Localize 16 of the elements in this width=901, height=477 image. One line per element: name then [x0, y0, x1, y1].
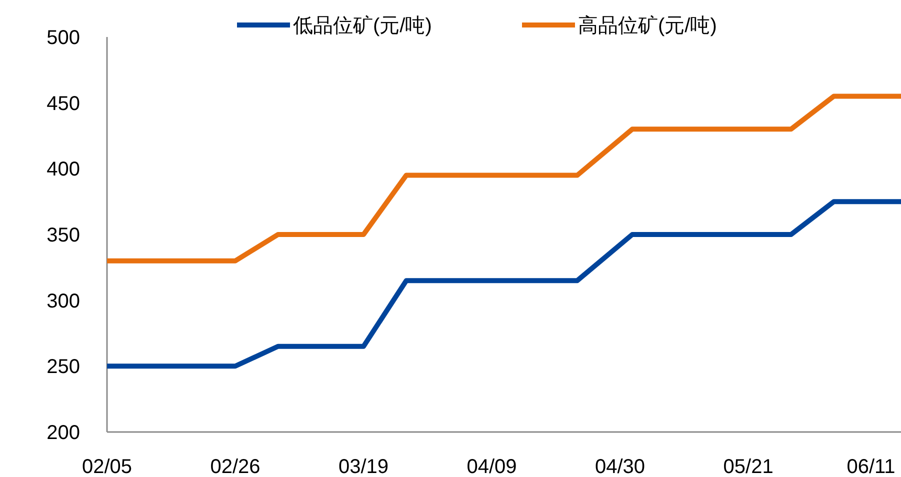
- x-tick-label: 04/30: [595, 456, 646, 477]
- x-tick-label: 02/26: [210, 456, 260, 477]
- legend-label: 高品位矿(元/吨): [578, 14, 717, 37]
- y-tick-label: 300: [46, 290, 80, 312]
- legend-label: 低品位矿(元/吨): [293, 15, 432, 37]
- y-tick-label: 350: [46, 224, 80, 246]
- y-tick-label: 500: [46, 27, 80, 49]
- x-tick-label: 04/09: [466, 456, 517, 477]
- x-tick-label: 03/19: [338, 456, 389, 477]
- x-tick-label: 02/05: [82, 456, 132, 477]
- y-tick-label: 450: [46, 92, 80, 115]
- x-tick-label: 05/21: [723, 456, 774, 477]
- y-tick-label: 200: [46, 422, 80, 444]
- x-tick-label: 06/11: [846, 456, 896, 477]
- y-tick-label: 400: [46, 158, 80, 181]
- y-tick-label: 250: [46, 356, 80, 378]
